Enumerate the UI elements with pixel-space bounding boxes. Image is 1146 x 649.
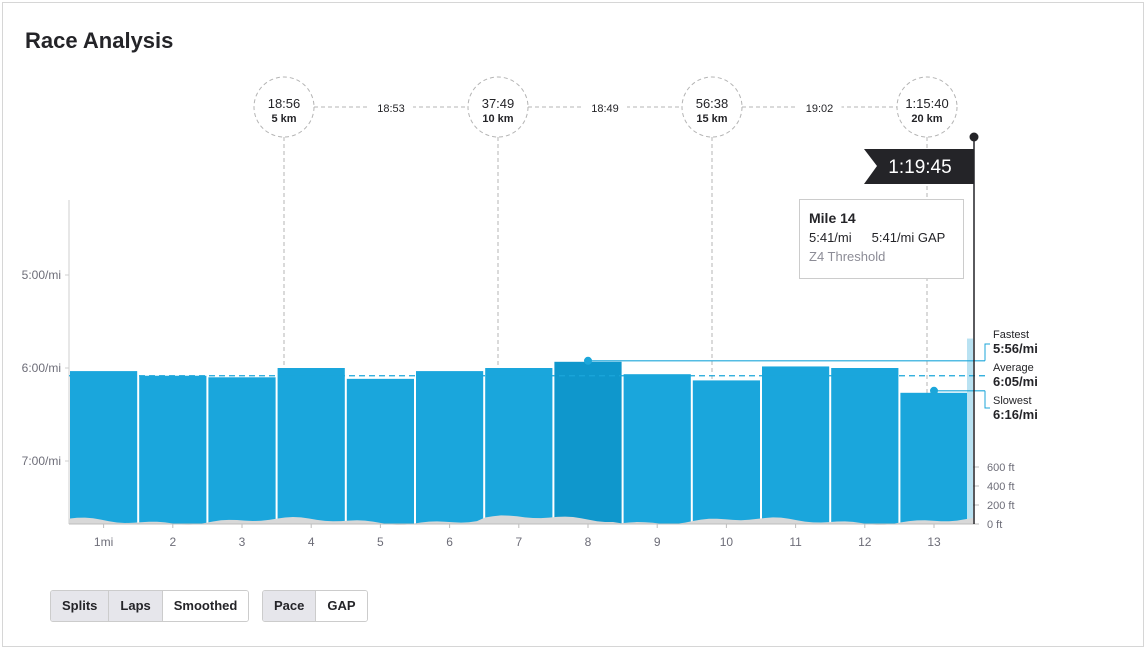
slowest-label: Slowest — [993, 395, 1032, 407]
segment-time-label: 18:49 — [591, 103, 619, 115]
segment-time-label: 19:02 — [806, 103, 834, 115]
elevation-tick-label: 600 ft — [987, 462, 1015, 474]
split-bar — [554, 361, 622, 524]
x-tick-label: 3 — [239, 535, 246, 549]
finish-pole-top — [969, 132, 979, 142]
y-tick-label: 7:00/mi — [22, 454, 61, 468]
x-tick-label: 9 — [654, 535, 661, 549]
split-bar — [346, 378, 414, 524]
x-tick-label: 12 — [858, 535, 872, 549]
tooltip-title: Mile 14 — [809, 210, 856, 226]
split-bar-partial — [967, 338, 973, 524]
pace-button[interactable]: Pace — [263, 591, 317, 621]
x-tick-label: 4 — [308, 535, 315, 549]
checkpoint-distance: 10 km — [482, 113, 513, 125]
checkpoint-distance: 15 km — [696, 113, 727, 125]
fastest-bracket — [984, 343, 990, 361]
checkpoint-circle — [467, 76, 529, 138]
slowest-marker — [930, 386, 938, 395]
average-label: Average — [993, 362, 1034, 374]
x-tick-label: 2 — [169, 535, 176, 549]
tooltip-gap: 5:41/mi GAP — [871, 230, 946, 245]
segment-label-bg — [797, 99, 842, 115]
elevation-tick-label: 0 ft — [987, 519, 1002, 531]
slowest-value: 6:16/mi — [993, 407, 1038, 422]
fastest-value: 5:56/mi — [993, 341, 1038, 356]
segment-label-bg — [583, 99, 627, 115]
x-tick-label: 13 — [927, 535, 941, 549]
x-tick-label: 7 — [515, 535, 522, 549]
smoothed-button[interactable]: Smoothed — [162, 591, 249, 621]
checkpoint-circle — [896, 76, 958, 138]
split-tooltip: Mile 14 5:41/mi 5:41/mi GAP Z4 Threshold — [799, 199, 964, 279]
finish-time: 1:19:45 — [888, 157, 951, 178]
y-tick-label: 5:00/mi — [22, 268, 61, 282]
x-tick-label: 1mi — [94, 535, 113, 549]
fastest-label: Fastest — [993, 329, 1029, 341]
split-bar — [208, 377, 276, 524]
x-tick-label: 11 — [789, 535, 802, 549]
x-tick-label: 8 — [585, 535, 592, 549]
splits-button[interactable]: Splits — [51, 591, 110, 621]
split-bar — [831, 368, 899, 524]
checkpoint-time: 56:38 — [696, 96, 729, 111]
slowest-bracket — [984, 390, 990, 409]
x-tick-label: 10 — [720, 535, 734, 549]
checkpoint-circle — [681, 76, 743, 138]
split-bar — [623, 374, 691, 524]
finish-flag — [864, 149, 974, 184]
split-bar — [762, 366, 830, 524]
checkpoint-distance: 5 km — [271, 113, 296, 125]
split-bar — [900, 392, 968, 524]
metric-mode-group: Pace GAP — [262, 590, 368, 622]
elevation-tick-label: 200 ft — [987, 500, 1015, 512]
split-bar — [485, 368, 553, 524]
y-tick-label: 6:00/mi — [22, 361, 61, 375]
segment-label-bg — [369, 99, 413, 115]
split-bar — [70, 371, 138, 524]
split-mode-group: Splits Laps Smoothed — [50, 590, 250, 622]
tooltip-zone: Z4 Threshold — [809, 249, 886, 264]
split-bar — [692, 380, 760, 524]
fastest-marker — [584, 356, 592, 365]
elevation-profile — [69, 515, 973, 525]
checkpoint-distance: 20 km — [911, 113, 942, 125]
page-title: Race Analysis — [25, 28, 174, 53]
checkpoint-circle — [253, 76, 315, 138]
x-tick-label: 5 — [377, 535, 384, 549]
gap-button[interactable]: GAP — [316, 591, 367, 621]
split-bar — [416, 371, 484, 524]
checkpoint-time: 37:49 — [482, 96, 515, 111]
checkpoint-time: 1:15:40 — [905, 96, 948, 111]
checkpoint-time: 18:56 — [268, 96, 301, 111]
split-bar — [277, 368, 345, 524]
segment-time-label: 18:53 — [377, 103, 405, 115]
laps-button[interactable]: Laps — [109, 591, 163, 621]
split-bar — [139, 375, 207, 524]
average-value: 6:05/mi — [993, 374, 1038, 389]
tooltip-pace: 5:41/mi — [809, 230, 852, 245]
x-tick-label: 6 — [446, 535, 453, 549]
elevation-tick-label: 400 ft — [987, 481, 1015, 493]
